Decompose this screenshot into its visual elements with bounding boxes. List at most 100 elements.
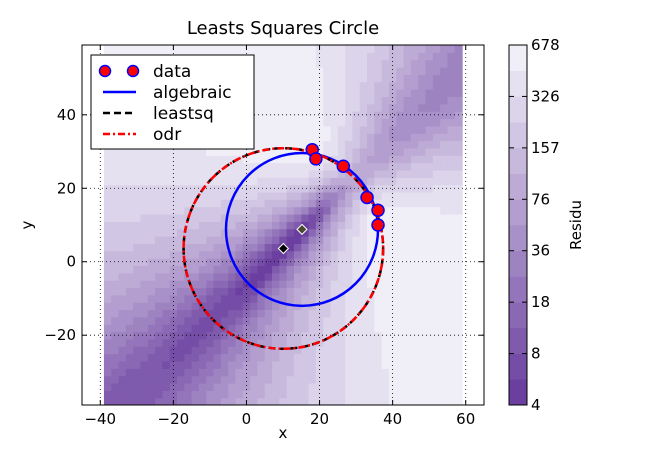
contour-cell	[337, 353, 346, 362]
contour-cell	[133, 368, 142, 377]
contour-cell	[440, 331, 449, 340]
contour-cell	[308, 177, 317, 186]
contour-cell	[418, 125, 427, 134]
contour-cell	[257, 155, 266, 164]
contour-cell	[242, 236, 251, 244]
contour-cell	[396, 390, 405, 399]
contour-cell	[257, 118, 266, 127]
contour-cell	[330, 236, 339, 244]
contour-cell	[388, 184, 397, 193]
contour-cell	[140, 353, 149, 362]
contour-cell	[213, 280, 222, 289]
contour-cell	[403, 243, 412, 252]
contour-cell	[447, 111, 456, 120]
contour-cell	[425, 353, 434, 362]
contour-cell	[425, 228, 434, 237]
contour-cell	[177, 250, 185, 259]
contour-cell	[381, 133, 390, 142]
contour-cell	[410, 287, 419, 296]
contour-cell	[403, 199, 412, 208]
contour-cell	[177, 162, 185, 171]
contour-cell	[323, 272, 332, 281]
data-point	[371, 203, 385, 218]
contour-cell	[323, 103, 332, 112]
contour-cell	[374, 74, 383, 83]
contour-cell	[250, 346, 259, 355]
contour-cell	[374, 250, 383, 259]
contour-cell	[169, 272, 178, 281]
contour-cell	[345, 309, 354, 318]
contour-cell	[396, 45, 405, 53]
contour-cell	[359, 309, 368, 318]
contour-cell	[396, 316, 405, 325]
contour-cell	[140, 177, 149, 186]
contour-cell	[454, 213, 463, 222]
contour-cell	[396, 74, 405, 83]
contour-cell	[352, 45, 361, 53]
contour-cell	[206, 45, 215, 53]
contour-cell	[293, 125, 302, 134]
contour-cell	[264, 375, 273, 384]
contour-cell	[257, 147, 266, 156]
contour-cell	[118, 265, 127, 274]
contour-cell	[454, 360, 463, 369]
contour-cell	[111, 250, 120, 259]
contour-cell	[352, 74, 361, 83]
contour-cell	[286, 265, 295, 274]
contour-cell	[323, 360, 332, 369]
contour-cell	[454, 221, 463, 230]
contour-cell	[308, 213, 317, 222]
contour-cell	[133, 360, 142, 369]
contour-cell	[396, 250, 405, 259]
contour-cell	[367, 52, 375, 61]
contour-cell	[440, 213, 449, 222]
contour-cell	[206, 250, 215, 259]
contour-cell	[111, 316, 120, 325]
contour-cell	[345, 250, 354, 259]
contour-cell	[213, 346, 222, 355]
contour-cell	[228, 184, 237, 193]
contour-cell	[447, 140, 456, 149]
contour-cell	[220, 309, 229, 318]
contour-cell	[396, 397, 405, 405]
contour-cell	[447, 67, 456, 75]
contour-cell	[425, 221, 434, 230]
contour-cell	[293, 74, 302, 83]
contour-cell	[103, 397, 112, 405]
contour-cell	[396, 243, 405, 252]
contour-cell	[454, 316, 463, 325]
contour-cell	[177, 397, 185, 405]
contour-cell	[381, 287, 390, 296]
contour-cell	[118, 397, 127, 405]
contour-cell	[330, 265, 339, 274]
contour-cell	[308, 272, 317, 281]
contour-cell	[308, 316, 317, 325]
contour-cell	[111, 213, 120, 222]
contour-cell	[293, 250, 302, 259]
contour-cell	[103, 375, 112, 384]
contour-cell	[396, 346, 405, 355]
contour-cell	[432, 338, 441, 347]
contour-cell	[111, 375, 120, 384]
contour-cell	[133, 213, 142, 222]
contour-cell	[103, 236, 112, 244]
contour-cell	[198, 45, 207, 53]
contour-cell	[228, 338, 237, 347]
contour-cell	[118, 213, 127, 222]
contour-cell	[301, 67, 310, 75]
contour-cell	[220, 324, 229, 333]
contour-cell	[279, 272, 288, 281]
contour-cell	[345, 206, 354, 215]
contour-cell	[403, 118, 412, 127]
contour-cell	[315, 191, 324, 200]
colorbar-tick-label: 157	[531, 139, 560, 157]
contour-cell	[440, 59, 449, 68]
contour-cell	[286, 390, 295, 399]
contour-cell	[257, 272, 266, 281]
contour-cell	[228, 250, 237, 259]
contour-cell	[381, 140, 390, 149]
contour-cell	[374, 140, 383, 149]
contour-cell	[140, 287, 149, 296]
contour-cell	[345, 243, 354, 252]
contour-cell	[286, 213, 295, 222]
